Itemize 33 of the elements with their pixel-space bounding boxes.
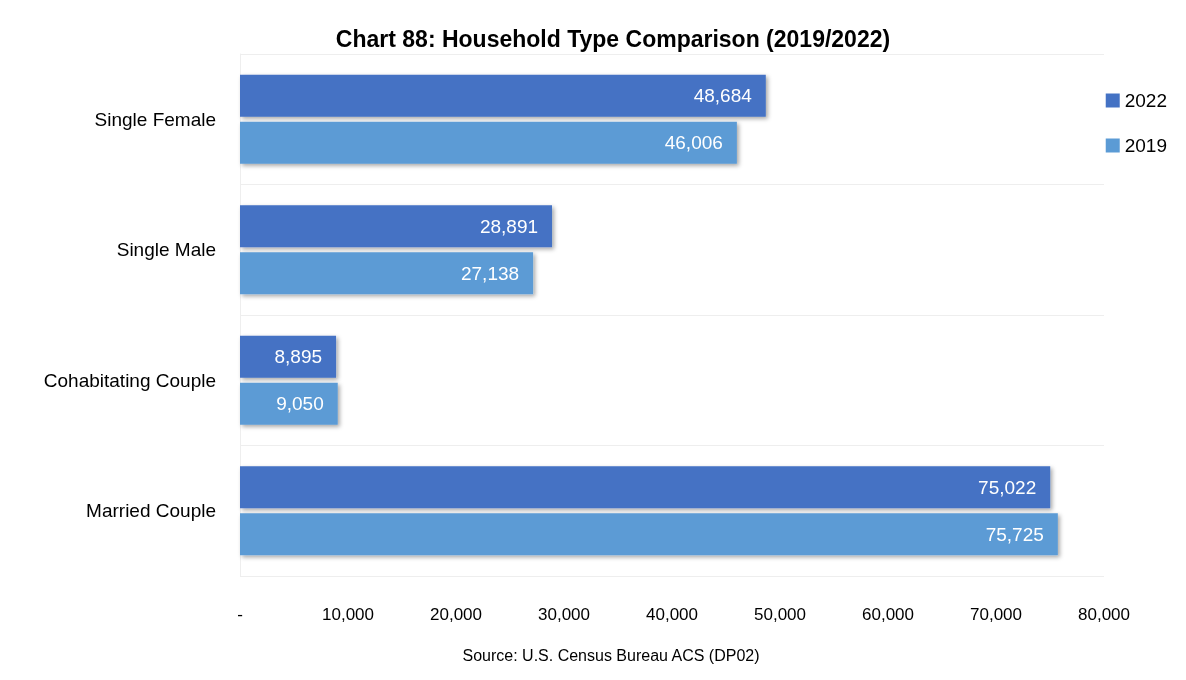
bar xyxy=(240,121,737,164)
chart-title: Chart 88: Household Type Comparison (2019/2022) xyxy=(335,25,891,52)
x-tick-label: 40,000 xyxy=(646,605,698,624)
data-label: 8,895 xyxy=(274,346,323,368)
y-tick-label: Single Female xyxy=(94,108,216,130)
bar xyxy=(240,205,553,248)
x-tick-label: 80,000 xyxy=(1078,605,1130,624)
data-label: 48,684 xyxy=(693,85,753,107)
bar xyxy=(240,252,534,295)
legend-label: 2022 xyxy=(1124,90,1168,111)
x-tick-label: - xyxy=(237,605,243,624)
x-tick-label: 30,000 xyxy=(538,605,590,624)
y-tick-label: Single Male xyxy=(116,239,216,261)
data-label: 75,725 xyxy=(985,523,1044,545)
data-label: 46,006 xyxy=(664,132,723,154)
x-tick-label: 10,000 xyxy=(322,605,374,624)
legend-label: 2019 xyxy=(1124,135,1168,156)
data-label: 28,891 xyxy=(479,215,539,237)
data-label: 27,138 xyxy=(460,262,520,284)
data-label: 9,050 xyxy=(276,393,324,415)
y-tick-label: Married Couple xyxy=(86,500,216,522)
data-label: 75,022 xyxy=(978,476,1037,498)
bar xyxy=(240,74,766,117)
bar xyxy=(240,382,338,425)
x-tick-label: 70,000 xyxy=(970,605,1022,624)
x-tick-label: 60,000 xyxy=(862,605,914,624)
source-note: Source: U.S. Census Bureau ACS (DP02) xyxy=(462,646,760,664)
bar xyxy=(240,466,1051,509)
x-tick-label: 50,000 xyxy=(754,605,806,624)
x-tick-label: 20,000 xyxy=(430,605,482,624)
y-tick-label: Cohabitating Couple xyxy=(43,369,216,391)
bar xyxy=(240,335,337,378)
bar xyxy=(240,513,1058,556)
